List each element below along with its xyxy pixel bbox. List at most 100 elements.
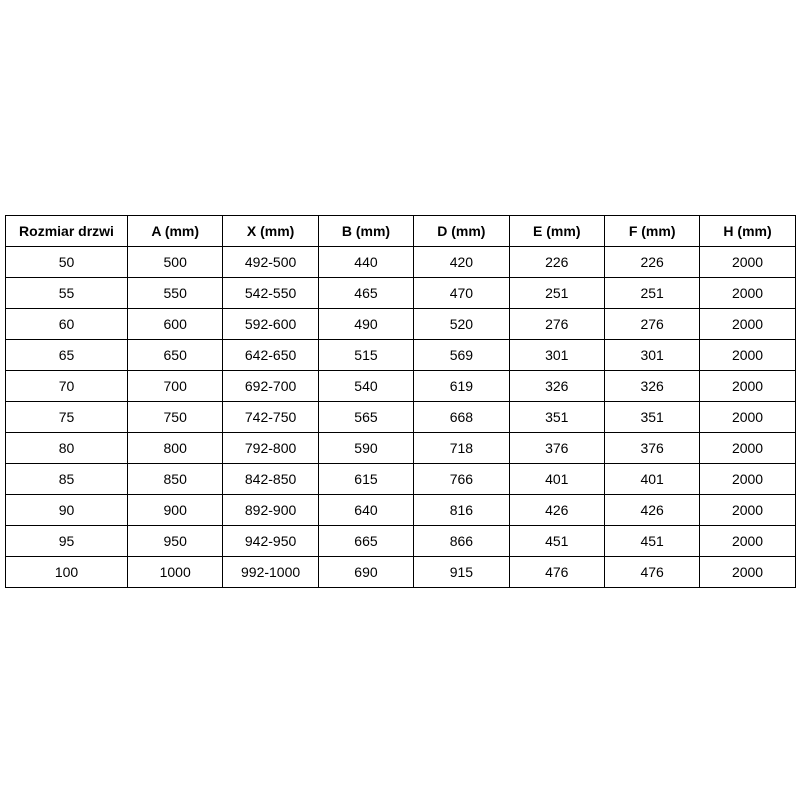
cell-h: 2000 (699, 463, 796, 495)
cell-h: 2000 (699, 246, 796, 278)
column-header-b-mm: B (mm) (317, 215, 415, 247)
cell-d: 866 (413, 525, 510, 557)
cell-e: 426 (508, 494, 605, 526)
cell-size: 100 (5, 556, 128, 588)
cell-a: 850 (126, 463, 224, 495)
cell-size: 90 (5, 494, 128, 526)
cell-h: 2000 (699, 556, 796, 588)
cell-size: 75 (5, 401, 128, 433)
cell-f: 376 (603, 432, 701, 464)
cell-a: 700 (126, 370, 224, 402)
header-row: Rozmiar drzwi A (mm) X (mm) B (mm) D (mm… (5, 215, 796, 247)
cell-d: 470 (413, 277, 510, 309)
cell-b: 515 (317, 339, 415, 371)
cell-a: 800 (126, 432, 224, 464)
cell-x: 942-950 (222, 525, 319, 557)
table-row-85: 85 850 842-850 615 766 401 401 2000 (5, 463, 796, 495)
cell-d: 420 (413, 246, 510, 278)
cell-e: 226 (508, 246, 605, 278)
cell-f: 226 (603, 246, 701, 278)
cell-h: 2000 (699, 339, 796, 371)
table-row-95: 95 950 942-950 665 866 451 451 2000 (5, 525, 796, 557)
cell-d: 766 (413, 463, 510, 495)
cell-e: 251 (508, 277, 605, 309)
cell-size: 50 (5, 246, 128, 278)
cell-x: 742-750 (222, 401, 319, 433)
cell-x: 642-650 (222, 339, 319, 371)
cell-d: 915 (413, 556, 510, 588)
cell-a: 500 (126, 246, 224, 278)
column-header-h-mm: H (mm) (699, 215, 796, 247)
cell-b: 440 (317, 246, 415, 278)
cell-h: 2000 (699, 401, 796, 433)
cell-e: 276 (508, 308, 605, 340)
cell-x: 492-500 (222, 246, 319, 278)
cell-d: 619 (413, 370, 510, 402)
cell-f: 426 (603, 494, 701, 526)
cell-f: 451 (603, 525, 701, 557)
cell-f: 351 (603, 401, 701, 433)
cell-x: 892-900 (222, 494, 319, 526)
cell-size: 70 (5, 370, 128, 402)
cell-b: 615 (317, 463, 415, 495)
cell-b: 540 (317, 370, 415, 402)
table-row-100: 100 1000 992-1000 690 915 476 476 2000 (5, 556, 796, 588)
cell-x: 542-550 (222, 277, 319, 309)
cell-a: 550 (126, 277, 224, 309)
cell-a: 600 (126, 308, 224, 340)
cell-e: 351 (508, 401, 605, 433)
cell-size: 65 (5, 339, 128, 371)
table-row-80: 80 800 792-800 590 718 376 376 2000 (5, 432, 796, 464)
cell-x: 592-600 (222, 308, 319, 340)
cell-a: 750 (126, 401, 224, 433)
cell-f: 326 (603, 370, 701, 402)
table-row-75: 75 750 742-750 565 668 351 351 2000 (5, 401, 796, 433)
column-header-f-mm: F (mm) (603, 215, 701, 247)
cell-e: 451 (508, 525, 605, 557)
table-row-60: 60 600 592-600 490 520 276 276 2000 (5, 308, 796, 340)
cell-f: 476 (603, 556, 701, 588)
cell-b: 665 (317, 525, 415, 557)
cell-f: 276 (603, 308, 701, 340)
cell-d: 668 (413, 401, 510, 433)
cell-d: 520 (413, 308, 510, 340)
column-header-rozmiar-drzwi: Rozmiar drzwi (5, 215, 128, 247)
cell-h: 2000 (699, 370, 796, 402)
cell-b: 565 (317, 401, 415, 433)
table-row-50: 50 500 492-500 440 420 226 226 2000 (5, 246, 796, 278)
cell-f: 251 (603, 277, 701, 309)
cell-x: 792-800 (222, 432, 319, 464)
cell-a: 900 (126, 494, 224, 526)
cell-b: 690 (317, 556, 415, 588)
column-header-x-mm: X (mm) (222, 215, 319, 247)
cell-d: 718 (413, 432, 510, 464)
cell-x: 992-1000 (222, 556, 319, 588)
table-row-65: 65 650 642-650 515 569 301 301 2000 (5, 339, 796, 371)
cell-a: 650 (126, 339, 224, 371)
cell-x: 842-850 (222, 463, 319, 495)
cell-e: 401 (508, 463, 605, 495)
cell-e: 376 (508, 432, 605, 464)
column-header-e-mm: E (mm) (508, 215, 605, 247)
table-row-70: 70 700 692-700 540 619 326 326 2000 (5, 370, 796, 402)
cell-d: 816 (413, 494, 510, 526)
cell-h: 2000 (699, 494, 796, 526)
cell-h: 2000 (699, 308, 796, 340)
cell-a: 950 (126, 525, 224, 557)
cell-b: 590 (317, 432, 415, 464)
cell-size: 85 (5, 463, 128, 495)
cell-b: 465 (317, 277, 415, 309)
cell-a: 1000 (126, 556, 224, 588)
cell-h: 2000 (699, 432, 796, 464)
door-dimensions-table-container: Rozmiar drzwi A (mm) X (mm) B (mm) D (mm… (5, 215, 796, 588)
cell-h: 2000 (699, 525, 796, 557)
table-row-55: 55 550 542-550 465 470 251 251 2000 (5, 277, 796, 309)
door-dimensions-table: Rozmiar drzwi A (mm) X (mm) B (mm) D (mm… (5, 215, 796, 588)
cell-b: 640 (317, 494, 415, 526)
cell-e: 476 (508, 556, 605, 588)
cell-d: 569 (413, 339, 510, 371)
cell-size: 95 (5, 525, 128, 557)
cell-h: 2000 (699, 277, 796, 309)
cell-e: 326 (508, 370, 605, 402)
